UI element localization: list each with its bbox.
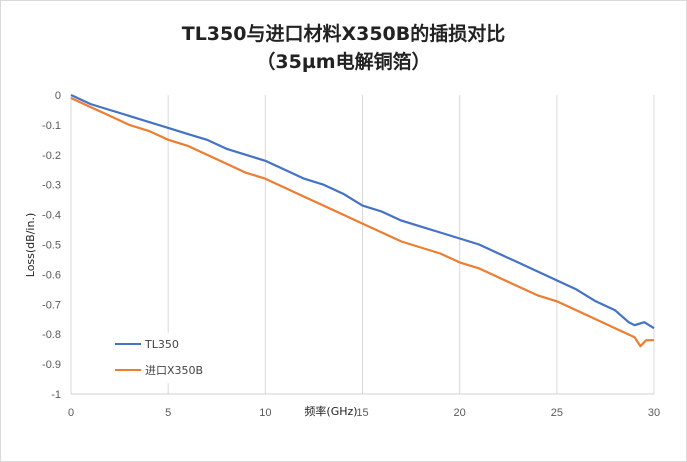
x-tick-label: 15 [356, 407, 368, 419]
y-tick-label: -1 [51, 389, 61, 401]
y-axis-label: Loss(dB/in.) [24, 213, 37, 277]
y-tick-label: -0.4 [42, 210, 61, 222]
legend-label-x350b: 进口X350B [145, 364, 203, 377]
x-tick-label: 5 [165, 407, 171, 419]
legend-label-tl350: TL350 [144, 338, 179, 351]
y-tick-label: -0.8 [42, 329, 61, 341]
series-line-x350b [70, 97, 654, 348]
x-axis-label: 频率(GHz) [304, 404, 357, 418]
x-tick-label: 10 [259, 407, 271, 419]
x-tick-label: 25 [551, 407, 563, 419]
x-tick-label: 0 [68, 407, 74, 419]
x-tick-label: 30 [648, 407, 660, 419]
chart-title: TL350与进口材料X350B的插损对比 [181, 23, 506, 45]
y-tick-labels: 0 -0.1 -0.2 -0.3 -0.4 -0.5 -0.6 -0.7 -0.8 -0.9 -1 [42, 90, 61, 401]
y-tick-label: -0.1 [42, 120, 61, 132]
y-tick-label: 0 [55, 90, 61, 102]
y-tick-label: -0.3 [42, 180, 61, 192]
y-tick-label: -0.9 [42, 359, 61, 371]
y-tick-label: -0.7 [42, 299, 61, 311]
y-tick-label: -0.6 [42, 269, 61, 281]
x-tick-labels: 0 5 10 15 20 25 30 [68, 407, 660, 419]
series-lines [70, 94, 655, 348]
y-tick-label: -0.5 [42, 240, 61, 252]
legend: TL350 进口X350B [111, 333, 221, 383]
y-tick-label: -0.2 [42, 150, 61, 162]
x-tick-label: 20 [454, 407, 466, 419]
series-line-tl350 [70, 94, 655, 330]
chart-subtitle: （35µm电解铜箔） [256, 51, 431, 73]
legend-box [111, 333, 221, 383]
